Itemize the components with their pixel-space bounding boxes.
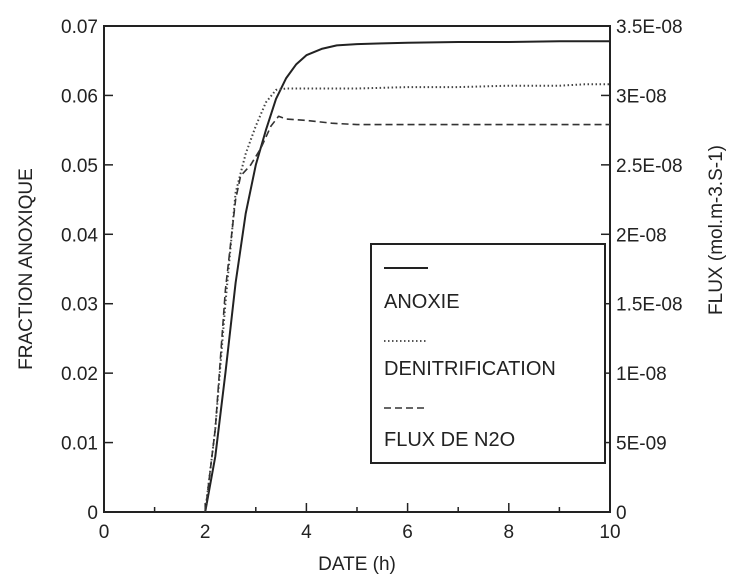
legend-box bbox=[370, 243, 606, 464]
legend-label-flux-n2o: FLUX DE N2O bbox=[384, 429, 515, 451]
y-right-tick-label: 3E-08 bbox=[616, 86, 667, 107]
x-tick-label: 10 bbox=[599, 522, 620, 543]
x-tick-label: 0 bbox=[99, 522, 110, 543]
y-right-tick-label: 1E-08 bbox=[616, 364, 667, 385]
y-axis-right-title: FLUX (mol.m-3.S-1) bbox=[706, 145, 727, 315]
y-axis-left-title: FRACTION ANOXIQUE bbox=[16, 168, 37, 370]
y-left-tick-label: 0.01 bbox=[61, 434, 98, 455]
y-right-tick-label: 1.5E-08 bbox=[616, 295, 683, 316]
legend-label-denitrification: DENITRIFICATION bbox=[384, 358, 556, 380]
legend-label-anoxie: ANOXIE bbox=[384, 291, 460, 313]
x-axis: 0 2 4 6 8 10 bbox=[99, 503, 621, 543]
y-left-tick-label: 0.03 bbox=[61, 295, 98, 316]
y-right-tick-label: 2.5E-08 bbox=[616, 156, 683, 177]
y-right-tick-label: 2E-08 bbox=[616, 225, 667, 246]
x-tick-label: 4 bbox=[301, 522, 312, 543]
x-tick-label: 2 bbox=[200, 522, 211, 543]
y-right-tick-label: 5E-09 bbox=[616, 434, 667, 455]
y-axis-right: 0 5E-09 1E-08 1.5E-08 2E-08 2.5E-08 3E-08 3.5E-… bbox=[601, 17, 683, 524]
series-line-flux-de-n2o bbox=[204, 115, 610, 513]
legend: ANOXIE DENITRIFICATION FLUX DE N2O bbox=[370, 243, 606, 464]
y-right-tick-label: 3.5E-08 bbox=[616, 17, 683, 38]
series-layer bbox=[204, 40, 610, 513]
y-left-tick-label: 0.06 bbox=[61, 86, 98, 107]
y-right-tick-label: 0 bbox=[616, 503, 627, 524]
x-axis-title: DATE (h) bbox=[318, 554, 396, 575]
x-tick-label: 8 bbox=[504, 522, 515, 543]
y-left-tick-label: 0.04 bbox=[61, 225, 98, 246]
y-left-tick-label: 0.02 bbox=[61, 364, 98, 385]
y-left-tick-label: 0 bbox=[87, 503, 98, 524]
x-tick-label: 6 bbox=[402, 522, 413, 543]
series-line-anoxie bbox=[204, 40, 610, 513]
y-left-tick-label: 0.07 bbox=[61, 17, 98, 38]
y-axis-left: 0 0.01 0.02 0.03 0.04 0.05 0.06 0.07 bbox=[61, 17, 113, 524]
y-left-tick-label: 0.05 bbox=[61, 156, 98, 177]
